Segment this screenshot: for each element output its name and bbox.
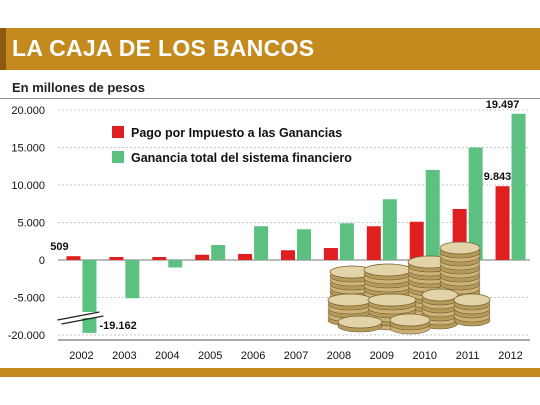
header-rule	[0, 98, 540, 99]
x-tick-label: 2012	[498, 350, 522, 362]
x-tick-label: 2003	[112, 350, 136, 362]
bar	[511, 113, 526, 261]
bar	[468, 147, 483, 260]
page-title: LA CAJA DE LOS BANCOS	[12, 35, 315, 61]
bar	[238, 254, 253, 260]
y-tick-label: 20.000	[11, 105, 45, 117]
bar	[339, 223, 354, 260]
x-tick-label: 2009	[370, 350, 394, 362]
bar-chart: 20.000 15.000 10.000 5.000 0 -5.000 -20.000 200…	[8, 99, 530, 362]
bar	[254, 226, 269, 260]
x-tick-label: 2002	[69, 350, 93, 362]
bar	[382, 199, 397, 260]
title-banner: LA CAJA DE LOS BANCOS	[0, 28, 540, 70]
y-tick-label: 15.000	[11, 143, 45, 155]
bar	[125, 260, 140, 299]
axis-break-mark	[61, 315, 104, 325]
x-tick-label: 2007	[284, 350, 308, 362]
data-label: -19.162	[99, 320, 136, 332]
bar	[323, 248, 338, 260]
chart-subtitle: En millones de pesos	[12, 80, 145, 95]
data-label: 9.843	[484, 171, 512, 183]
data-label: 19.497	[486, 99, 520, 111]
banner-accent	[0, 28, 6, 70]
bar	[82, 260, 97, 333]
y-tick-label: 10.000	[11, 180, 45, 192]
footer-bar	[0, 368, 540, 377]
bar	[152, 257, 167, 260]
bar	[66, 256, 81, 260]
y-tick-label: 5.000	[17, 218, 45, 230]
x-tick-label: 2006	[241, 350, 265, 362]
x-tick-label: 2008	[327, 350, 351, 362]
coins-icon	[327, 241, 491, 335]
y-tick-label: -5.000	[14, 293, 45, 305]
bar	[168, 260, 183, 268]
x-tick-label: 2004	[155, 350, 179, 362]
bar	[211, 245, 226, 260]
bar	[195, 254, 210, 260]
data-label: 509	[50, 241, 68, 253]
y-tick-label: 0	[39, 255, 45, 267]
axis-break-mark	[57, 311, 100, 321]
bar	[409, 221, 424, 260]
bar	[297, 229, 311, 260]
bar	[495, 186, 510, 260]
legend-label: Pago por Impuesto a las Ganancias	[131, 126, 342, 140]
bar	[425, 170, 440, 260]
bar	[109, 257, 124, 260]
x-tick-label: 2011	[456, 350, 480, 362]
legend-swatch	[112, 126, 124, 138]
bar	[366, 226, 381, 260]
legend-label: Ganancia total del sistema financiero	[131, 151, 352, 165]
bar	[281, 250, 295, 260]
y-tick-label: -20.000	[8, 330, 45, 342]
x-tick-label: 2010	[412, 350, 436, 362]
x-tick-label: 2005	[198, 350, 222, 362]
legend-swatch	[112, 151, 124, 163]
